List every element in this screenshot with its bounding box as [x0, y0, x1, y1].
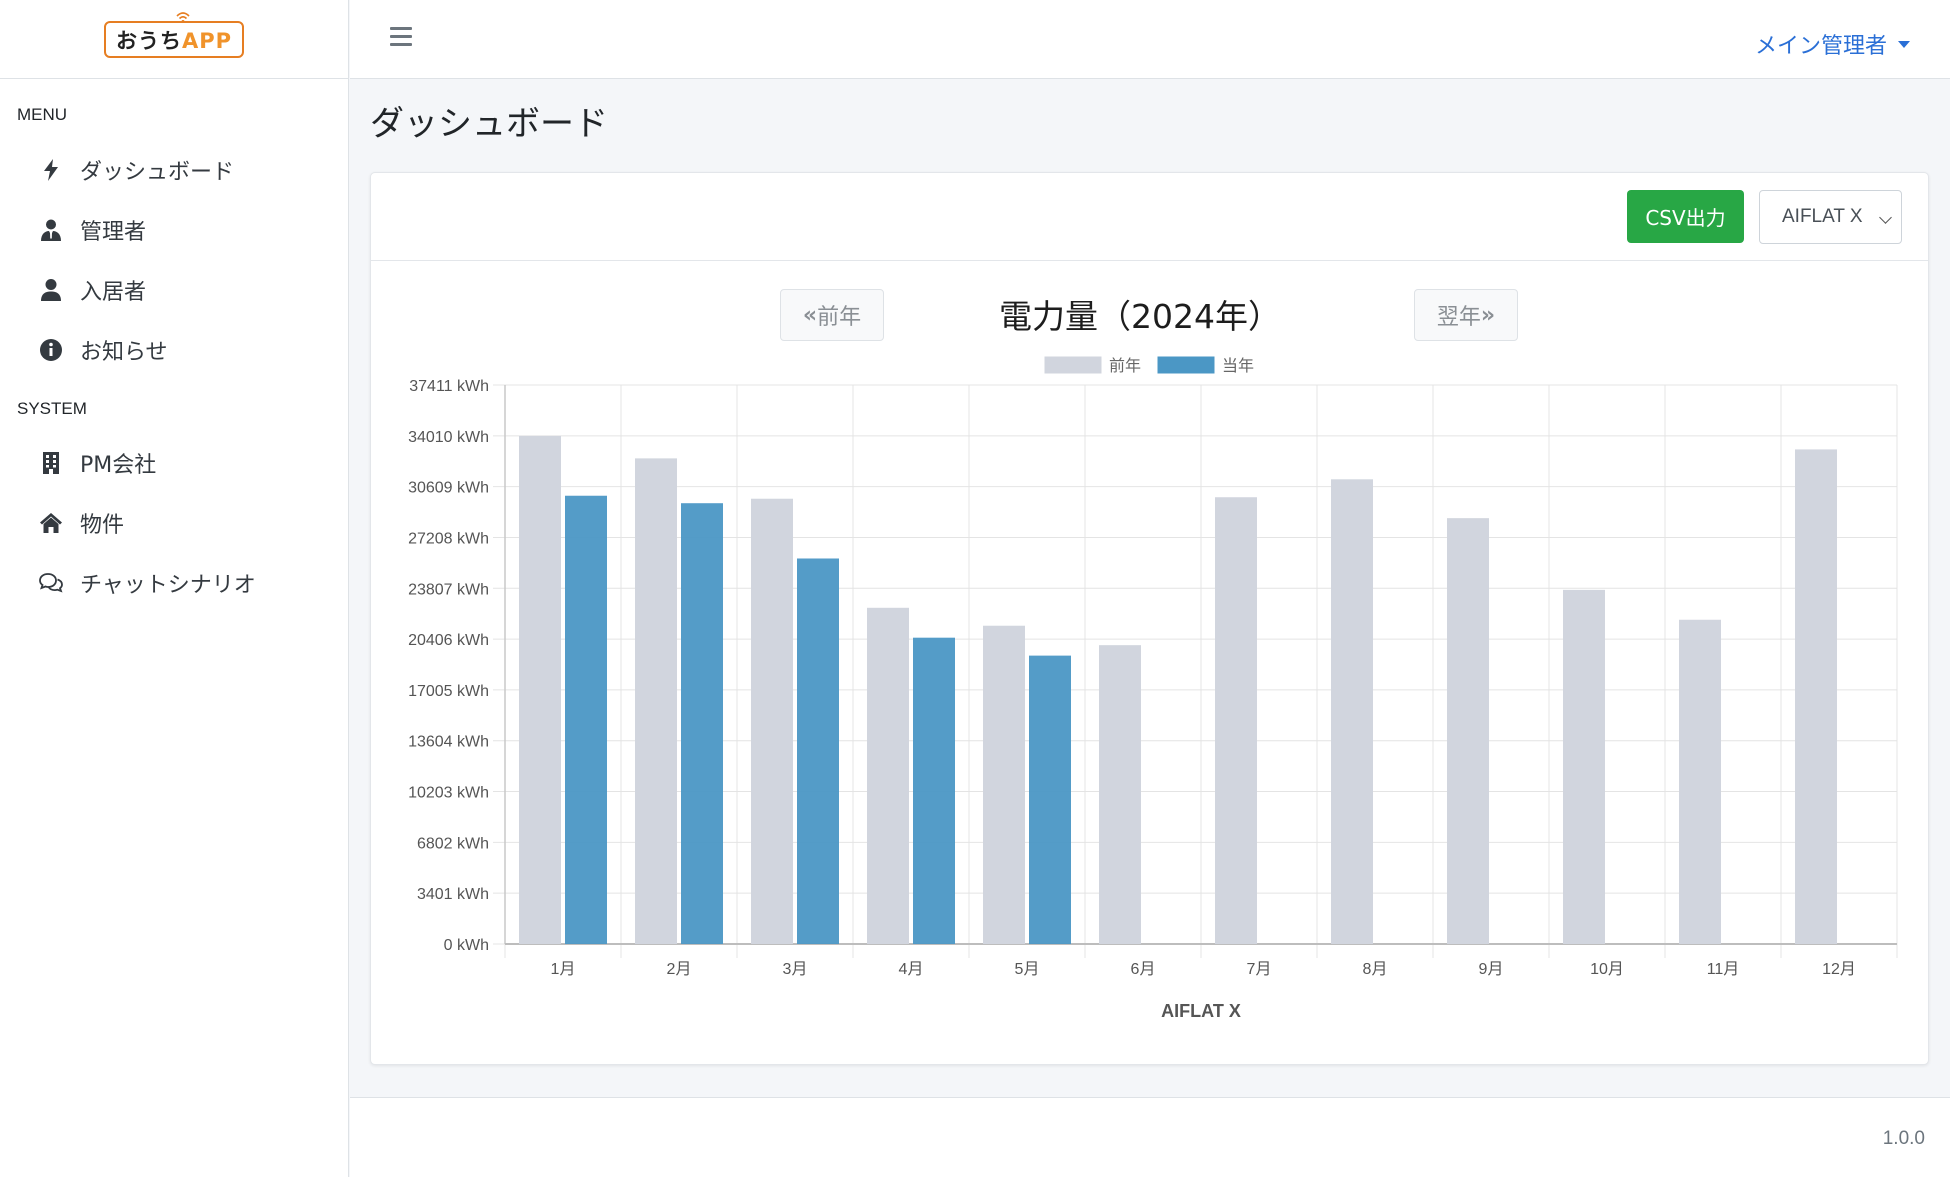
user-menu-dropdown[interactable]: メイン管理者	[1755, 28, 1910, 60]
bar-previous-year	[1679, 619, 1721, 944]
y-tick-label: 37411 kWh	[409, 378, 489, 395]
angle-double-right-icon: »	[1480, 302, 1496, 328]
bar-previous-year	[867, 607, 909, 944]
bar-previous-year	[1331, 479, 1373, 944]
card-header: CSV出力 AIFLAT X	[371, 173, 1928, 261]
wifi-icon	[176, 11, 190, 23]
hamburger-menu-icon[interactable]	[390, 27, 412, 49]
sidebar-item-label: 物件	[80, 513, 125, 538]
app-version: 1.0.0	[1882, 1128, 1925, 1149]
sidebar-item-label: チャットシナリオ	[80, 573, 256, 598]
y-tick-label: 17005 kWh	[408, 683, 489, 700]
x-tick-label: 9月	[1479, 961, 1504, 978]
logo-text: おうち	[115, 28, 182, 53]
prev-year-label: 前年	[817, 305, 862, 330]
sidebar-item-label: PM会社	[80, 453, 157, 478]
sidebar-item-properties[interactable]: 物件	[38, 503, 328, 543]
next-year-label: 翌年	[1436, 305, 1481, 330]
x-tick-label: 10月	[1590, 961, 1624, 978]
legend-label: 当年	[1222, 357, 1254, 375]
sidebar-item-dashboard[interactable]: ダッシュボード	[38, 150, 328, 190]
sidebar-item-admins[interactable]: 管理者	[38, 210, 328, 250]
y-tick-label: 3401 kWh	[417, 886, 489, 903]
y-tick-label: 0 kWh	[444, 937, 489, 954]
x-tick-label: 2月	[667, 961, 692, 978]
sidebar-item-label: ダッシュボード	[80, 160, 235, 185]
x-tick-label: 7月	[1247, 961, 1272, 978]
user-menu-label: メイン管理者	[1754, 34, 1887, 59]
bar-previous-year	[983, 625, 1025, 944]
sidebar-item-label: 入居者	[80, 280, 147, 305]
bar-previous-year	[635, 458, 677, 944]
x-tick-label: 8月	[1363, 961, 1388, 978]
sidebar: おうちAPP MENU ダッシュボード 管理者 入居者 お知らせ SYSTEM …	[0, 0, 349, 1177]
y-tick-label: 6802 kWh	[417, 835, 489, 852]
app-logo[interactable]: おうちAPP	[103, 11, 245, 58]
sidebar-item-notices[interactable]: お知らせ	[38, 330, 328, 370]
sidebar-item-label: お知らせ	[80, 340, 168, 365]
caret-down-icon	[1898, 40, 1910, 48]
sidebar-item-chat-scenario[interactable]: チャットシナリオ	[38, 563, 328, 603]
y-tick-label: 27208 kWh	[408, 530, 489, 547]
top-navbar: メイン管理者	[350, 0, 1950, 79]
home-icon	[38, 510, 64, 536]
prev-year-button[interactable]: « 前年	[780, 289, 884, 341]
bar-previous-year	[1795, 449, 1837, 944]
legend-swatch	[1044, 356, 1102, 374]
menu-section-label: MENU	[17, 105, 68, 124]
y-tick-label: 30609 kWh	[408, 480, 489, 497]
bar-previous-year	[519, 435, 561, 944]
bar-current-year	[913, 637, 955, 944]
x-axis-title: AIFLAT X	[1161, 1001, 1241, 1021]
x-tick-label: 6月	[1131, 961, 1156, 978]
x-tick-label: 4月	[899, 961, 924, 978]
system-section-label: SYSTEM	[17, 399, 87, 418]
bar-current-year	[797, 558, 839, 944]
angle-double-left-icon: «	[802, 302, 818, 328]
bar-previous-year	[751, 498, 793, 944]
y-tick-label: 20406 kWh	[408, 632, 489, 649]
user-tie-icon	[38, 217, 64, 243]
legend-label: 前年	[1109, 357, 1141, 375]
building-icon	[38, 450, 64, 476]
x-tick-label: 11月	[1707, 961, 1740, 978]
property-select[interactable]: AIFLAT X	[1759, 190, 1902, 244]
y-tick-label: 34010 kWh	[408, 429, 489, 446]
x-tick-label: 12月	[1822, 961, 1856, 978]
bar-current-year	[565, 495, 607, 944]
property-select-value: AIFLAT X	[1782, 206, 1863, 227]
chart-card: CSV出力 AIFLAT X	[370, 172, 1929, 1065]
chevron-down-icon	[1879, 211, 1892, 224]
y-tick-label: 13604 kWh	[408, 734, 489, 751]
page-title: ダッシュボード	[370, 104, 608, 144]
sidebar-item-residents[interactable]: 入居者	[38, 270, 328, 310]
energy-bar-chart: 前年 当年 0 kWh 3401 kWh 6802 kWh 10203 kWh 13604 …	[408, 356, 1898, 1021]
footer: 1.0.0	[350, 1097, 1950, 1177]
comments-icon	[38, 570, 64, 596]
bar-current-year	[1029, 655, 1071, 944]
logo-app-text: APP	[181, 28, 233, 53]
x-tick-label: 3月	[783, 961, 808, 978]
bar-current-year	[681, 503, 723, 944]
sidebar-item-pm-company[interactable]: PM会社	[38, 443, 328, 483]
bolt-icon	[38, 157, 64, 183]
y-tick-label: 23807 kWh	[408, 581, 489, 598]
legend-swatch	[1157, 356, 1215, 374]
bar-previous-year	[1099, 645, 1141, 944]
x-tick-label: 5月	[1015, 961, 1040, 978]
bar-previous-year	[1215, 497, 1257, 944]
bar-previous-year	[1447, 518, 1489, 944]
user-icon	[38, 277, 64, 303]
bar-previous-year	[1563, 589, 1605, 944]
chart-title: 電力量（2024年）	[999, 297, 1281, 336]
info-circle-icon	[38, 337, 64, 363]
x-tick-label: 1月	[551, 961, 576, 978]
csv-export-button[interactable]: CSV出力	[1627, 190, 1744, 243]
y-tick-label: 10203 kWh	[408, 785, 489, 802]
brand-area: おうちAPP	[0, 0, 348, 79]
next-year-button[interactable]: 翌年 »	[1414, 289, 1518, 341]
sidebar-item-label: 管理者	[80, 220, 147, 245]
